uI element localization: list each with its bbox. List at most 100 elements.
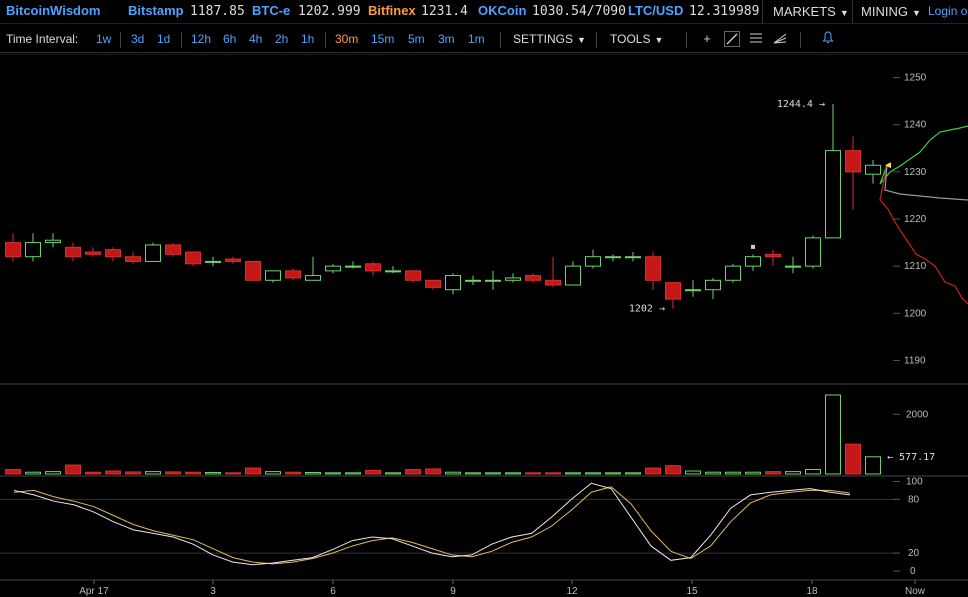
candle-body [125,256,141,262]
candle-body [305,275,321,281]
mining-menu[interactable]: MINING ▼ [861,4,921,19]
bell-icon[interactable] [820,31,836,47]
ticker-ltcusd-label[interactable]: LTC/USD [628,3,684,18]
volume-bar [525,472,541,475]
oscillator-tick-label: 0 [910,566,916,577]
ticker-btce-label[interactable]: BTC-e [252,3,291,18]
candle-body [425,279,441,288]
toolbar-divider [500,32,501,48]
volume-bar [185,471,201,475]
marker-dot [751,244,755,249]
candle-body [165,244,181,255]
fib-fan-icon[interactable] [772,31,788,47]
volume-bars [5,394,881,475]
candle-body [145,244,161,262]
candle-body [525,275,541,281]
volume-bar [565,472,581,475]
candle-body [205,260,221,263]
mid-price-line [884,165,968,201]
login-link[interactable]: Login o [928,4,968,18]
interval-3m[interactable]: 3m [438,32,455,46]
interval-3d[interactable]: 3d [131,32,145,46]
candle-body [265,270,281,281]
volume-bar [165,471,181,475]
candle-body [785,265,801,268]
candle-body [565,265,581,286]
markets-menu[interactable]: MARKETS ▼ [773,4,849,19]
candle-body [665,282,681,300]
volume-bar [5,469,21,475]
price-tick-label: 1210 [904,261,927,272]
interval-15m[interactable]: 15m [371,32,395,46]
candle-body [825,150,841,239]
candle-body [705,279,721,291]
price-tick-label: 1190 [904,355,926,366]
x-tick-label: Apr 17 [79,586,109,597]
volume-bar [265,471,281,475]
bid-depth-line [879,165,968,305]
volume-bar [705,471,721,475]
price-tick-label: 1240 [904,120,927,131]
candle-body [605,256,621,259]
price-tick-label: 1230 [904,167,927,178]
volume-last-label: ← 577.17 [887,452,935,463]
candle-body [385,270,401,273]
volume-bar [745,471,761,475]
interval-1w[interactable]: 1w [96,32,112,46]
candle-body [185,251,201,265]
x-tick-label: 9 [450,586,456,597]
chart-grid [0,54,968,581]
x-tick-label: 3 [210,586,216,597]
oscillator-k-line [13,482,851,566]
candle-body [405,270,421,281]
volume-bar [665,465,681,475]
volume-bar [485,472,501,475]
oscillator-tick-label: 80 [908,494,920,505]
candle-body [465,279,481,282]
x-tick-label: Now [905,586,926,597]
volume-bar [385,472,401,475]
candle-body [25,242,41,258]
candle-body [325,265,341,272]
candle-body [105,249,121,258]
candle-body [445,275,461,291]
tools-menu-label: TOOLS [610,32,651,46]
price-tick-label: 1200 [904,308,927,319]
volume-bar [245,467,261,475]
toolbar-divider [800,32,801,48]
volume-bar [405,469,421,475]
brand-logo[interactable]: BitcoinWisdom [6,3,101,18]
volume-bar [805,469,821,475]
volume-bar [785,471,801,475]
trendline-tool-icon[interactable] [724,31,740,47]
volume-bar [765,471,781,475]
interval-1m[interactable]: 1m [468,32,485,46]
ticker-okcoin-label[interactable]: OKCoin [478,3,527,18]
interval-4h[interactable]: 4h [249,32,263,46]
interval-5m[interactable]: 5m [408,32,425,46]
crosshair-icon[interactable]: + [703,31,711,46]
ticker-bitfinex-label[interactable]: Bitfinex [368,3,416,18]
chevron-down-icon: ▼ [654,35,664,45]
interval-1d[interactable]: 1d [157,32,171,46]
bell-glyph [822,31,834,43]
tools-menu[interactable]: TOOLS ▼ [610,32,663,46]
horizontal-lines-icon[interactable] [748,31,764,47]
settings-menu[interactable]: SETTINGS ▼ [513,32,586,46]
last-price-arrow [885,162,891,169]
interval-12h[interactable]: 12h [191,32,212,46]
candle-body [345,265,361,268]
volume-bar [205,472,221,475]
volume-bar [545,472,561,475]
interval-6h[interactable]: 6h [223,32,237,46]
interval-1h[interactable]: 1h [301,32,315,46]
candle-body [685,289,701,292]
candle-body [5,242,21,258]
ticker-bitstamp-label[interactable]: Bitstamp [128,3,184,18]
chevron-down-icon: ▼ [911,8,921,18]
interval-30m[interactable]: 30m [335,32,359,46]
price-chart[interactable]: 1190 1200 1210 1220 1230 1240 1250 2000 0 20 80 100… [0,54,968,597]
interval-2h[interactable]: 2h [275,32,289,46]
topbar-divider [762,0,763,23]
ticker-ltcusd-value: 12.319989 [689,4,760,19]
